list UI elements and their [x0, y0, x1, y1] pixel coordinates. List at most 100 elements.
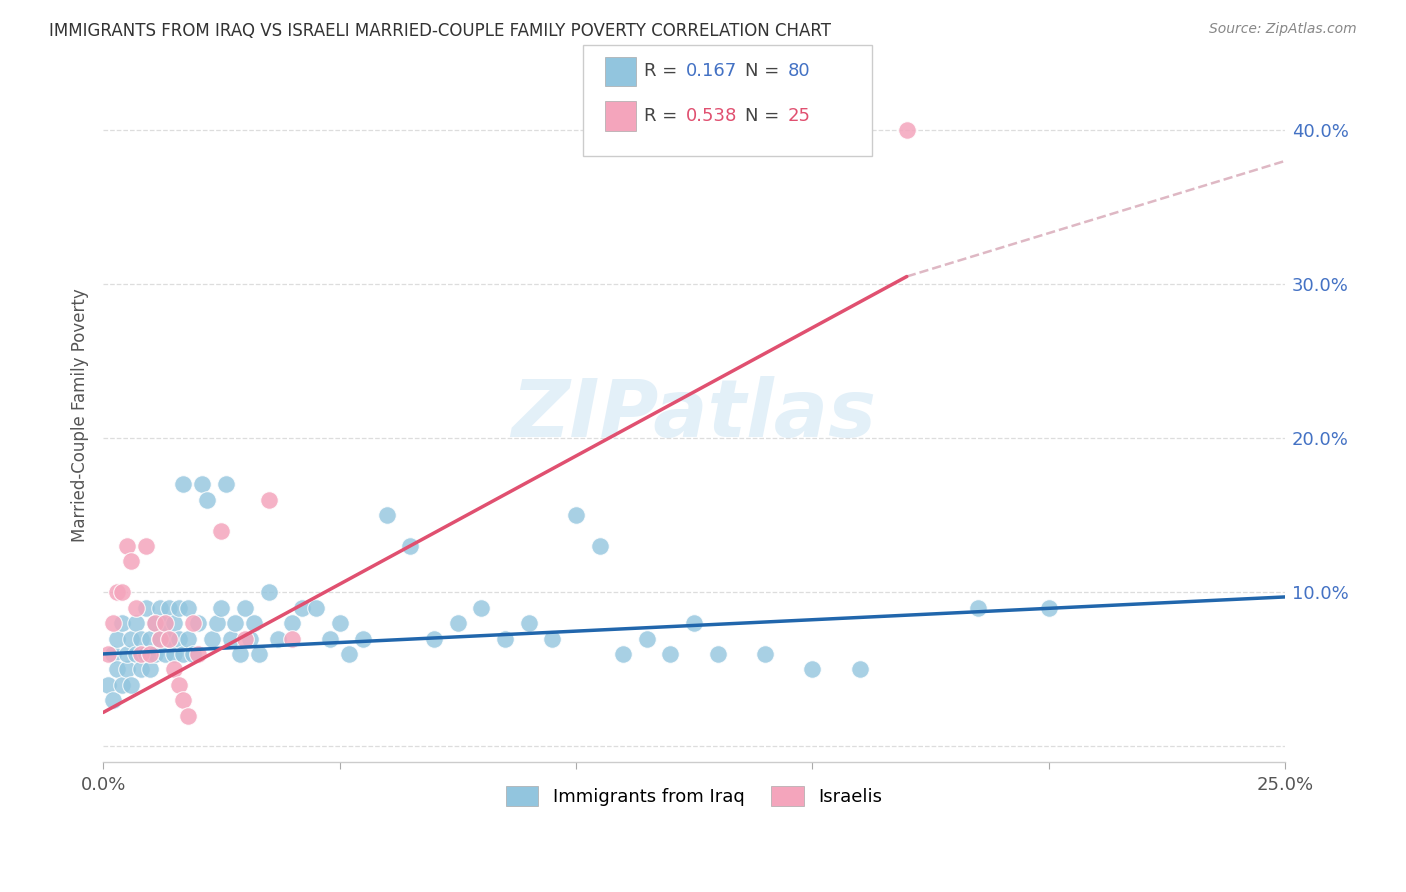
Immigrants from Iraq — [163, 616, 186, 631]
Immigrants from Iraq — [209, 600, 232, 615]
Immigrants from Iraq — [247, 647, 270, 661]
Text: 25: 25 — [787, 107, 810, 125]
Immigrants from Iraq — [328, 616, 350, 631]
Immigrants from Iraq — [195, 492, 218, 507]
Text: ZIPatlas: ZIPatlas — [512, 376, 876, 454]
Israelis — [121, 554, 143, 568]
Immigrants from Iraq — [129, 632, 152, 646]
Immigrants from Iraq — [375, 508, 398, 523]
Immigrants from Iraq — [101, 693, 124, 707]
Immigrants from Iraq — [167, 600, 190, 615]
Israelis — [111, 585, 134, 599]
Immigrants from Iraq — [239, 632, 262, 646]
Immigrants from Iraq — [233, 600, 256, 615]
Immigrants from Iraq — [115, 662, 138, 676]
Immigrants from Iraq — [319, 632, 342, 646]
Immigrants from Iraq — [173, 647, 195, 661]
Israelis — [209, 524, 232, 538]
Israelis — [181, 616, 204, 631]
Immigrants from Iraq — [167, 632, 190, 646]
Immigrants from Iraq — [517, 616, 540, 631]
Israelis — [143, 616, 166, 631]
Immigrants from Iraq — [337, 647, 360, 661]
Immigrants from Iraq — [105, 632, 128, 646]
Immigrants from Iraq — [447, 616, 470, 631]
Immigrants from Iraq — [163, 647, 186, 661]
Immigrants from Iraq — [121, 678, 143, 692]
Immigrants from Iraq — [115, 647, 138, 661]
Immigrants from Iraq — [153, 616, 176, 631]
Immigrants from Iraq — [243, 616, 266, 631]
Immigrants from Iraq — [612, 647, 634, 661]
Immigrants from Iraq — [683, 616, 706, 631]
Y-axis label: Married-Couple Family Poverty: Married-Couple Family Poverty — [72, 288, 89, 542]
Israelis — [101, 616, 124, 631]
Legend: Immigrants from Iraq, Israelis: Immigrants from Iraq, Israelis — [496, 777, 891, 815]
Immigrants from Iraq — [139, 632, 162, 646]
Israelis — [97, 647, 120, 661]
Text: N =: N = — [745, 107, 785, 125]
Israelis — [149, 632, 172, 646]
Immigrants from Iraq — [706, 647, 728, 661]
Immigrants from Iraq — [177, 632, 200, 646]
Israelis — [187, 647, 209, 661]
Text: 80: 80 — [787, 62, 810, 80]
Immigrants from Iraq — [565, 508, 588, 523]
Israelis — [115, 539, 138, 553]
Immigrants from Iraq — [1038, 600, 1060, 615]
Immigrants from Iraq — [177, 600, 200, 615]
Immigrants from Iraq — [111, 616, 134, 631]
Immigrants from Iraq — [149, 632, 172, 646]
Israelis — [129, 647, 152, 661]
Israelis — [177, 708, 200, 723]
Text: IMMIGRANTS FROM IRAQ VS ISRAELI MARRIED-COUPLE FAMILY POVERTY CORRELATION CHART: IMMIGRANTS FROM IRAQ VS ISRAELI MARRIED-… — [49, 22, 831, 40]
Immigrants from Iraq — [399, 539, 422, 553]
Israelis — [135, 539, 157, 553]
Text: N =: N = — [745, 62, 785, 80]
Text: Source: ZipAtlas.com: Source: ZipAtlas.com — [1209, 22, 1357, 37]
Immigrants from Iraq — [205, 616, 228, 631]
Immigrants from Iraq — [97, 678, 120, 692]
Immigrants from Iraq — [257, 585, 280, 599]
Immigrants from Iraq — [541, 632, 564, 646]
Israelis — [233, 632, 256, 646]
Immigrants from Iraq — [224, 616, 246, 631]
Text: R =: R = — [644, 62, 683, 80]
Israelis — [257, 492, 280, 507]
Immigrants from Iraq — [149, 600, 172, 615]
Israelis — [163, 662, 186, 676]
Immigrants from Iraq — [157, 600, 180, 615]
Israelis — [105, 585, 128, 599]
Immigrants from Iraq — [135, 647, 157, 661]
Immigrants from Iraq — [305, 600, 328, 615]
Israelis — [167, 678, 190, 692]
Immigrants from Iraq — [101, 647, 124, 661]
Immigrants from Iraq — [281, 616, 304, 631]
Immigrants from Iraq — [125, 647, 148, 661]
Immigrants from Iraq — [125, 616, 148, 631]
Immigrants from Iraq — [105, 662, 128, 676]
Immigrants from Iraq — [494, 632, 516, 646]
Immigrants from Iraq — [588, 539, 610, 553]
Immigrants from Iraq — [121, 632, 143, 646]
Immigrants from Iraq — [143, 647, 166, 661]
Immigrants from Iraq — [187, 616, 209, 631]
Immigrants from Iraq — [129, 662, 152, 676]
Israelis — [281, 632, 304, 646]
Text: 0.167: 0.167 — [686, 62, 737, 80]
Immigrants from Iraq — [754, 647, 776, 661]
Immigrants from Iraq — [143, 616, 166, 631]
Immigrants from Iraq — [111, 678, 134, 692]
Israelis — [896, 123, 918, 137]
Immigrants from Iraq — [229, 647, 252, 661]
Text: 0.538: 0.538 — [686, 107, 738, 125]
Immigrants from Iraq — [801, 662, 824, 676]
Immigrants from Iraq — [470, 600, 492, 615]
Israelis — [139, 647, 162, 661]
Israelis — [157, 632, 180, 646]
Israelis — [125, 600, 148, 615]
Immigrants from Iraq — [659, 647, 682, 661]
Immigrants from Iraq — [157, 632, 180, 646]
Immigrants from Iraq — [352, 632, 374, 646]
Text: R =: R = — [644, 107, 683, 125]
